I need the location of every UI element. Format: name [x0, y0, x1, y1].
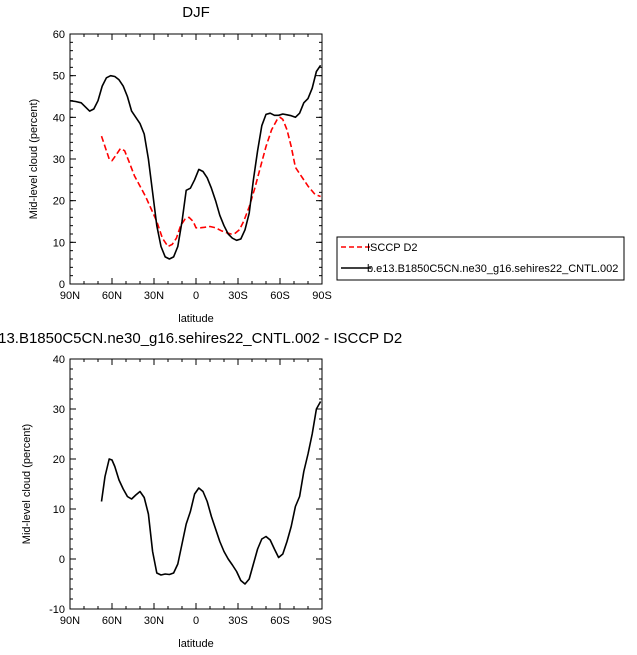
x-tick-label: 90N	[60, 290, 80, 302]
isccp-d2-line	[100, 116, 321, 248]
y-tick-label: 40	[53, 112, 65, 124]
y-tick-label: 20	[53, 454, 65, 466]
y-tick-label: -10	[49, 604, 65, 616]
axis-ticks: 90N 60N 30N 0 30S 60S 90S 0 10 20 30 40 50 60	[53, 29, 332, 302]
x-tick-label: 30N	[144, 615, 164, 627]
plot-frame	[69, 358, 323, 610]
djf-chart-panel: DJF 90N 60N 30N 0 30S 60S 90S 0 10 20 30 40 50 60 lat…	[28, 4, 625, 325]
x-tick-label: 90S	[312, 615, 332, 627]
x-tick-label: 0	[193, 290, 199, 302]
x-tick-label: 30S	[228, 615, 248, 627]
y-tick-label: 40	[53, 354, 65, 366]
y-tick-label: 10	[53, 504, 65, 516]
series-lines	[69, 64, 322, 260]
x-tick-label: 60N	[102, 615, 122, 627]
difference-chart-panel: e13.B1850C5CN.ne30_g16.sehires22_CNTL.00…	[0, 330, 402, 650]
legend-label-isccp: ISCCP D2	[367, 242, 418, 254]
series-lines	[100, 401, 322, 585]
chart-title: e13.B1850C5CN.ne30_g16.sehires22_CNTL.00…	[0, 330, 402, 347]
x-tick-label: 90S	[312, 290, 332, 302]
y-tick-label: 50	[53, 71, 65, 83]
x-tick-label: 0	[193, 615, 199, 627]
x-tick-label: 60S	[270, 615, 290, 627]
y-axis-title: Mid-level cloud (percent)	[21, 424, 33, 544]
legend-box	[336, 236, 625, 281]
x-tick-label: 90N	[60, 615, 80, 627]
y-tick-label: 30	[53, 154, 65, 166]
y-tick-label: 60	[53, 29, 65, 41]
x-axis-title: latitude	[178, 313, 213, 325]
x-axis-title: latitude	[178, 638, 213, 650]
model-line	[100, 401, 322, 585]
legend: ISCCP D2 b.e13.B1850C5CN.ne30_g16.sehire…	[336, 236, 625, 281]
y-tick-label: 0	[59, 554, 65, 566]
y-axis-title: Mid-level cloud (percent)	[28, 99, 40, 219]
y-tick-label: 10	[53, 237, 65, 249]
x-tick-label: 60S	[270, 290, 290, 302]
y-tick-label: 30	[53, 404, 65, 416]
x-tick-label: 60N	[102, 290, 122, 302]
y-tick-label: 0	[59, 279, 65, 291]
axis-ticks: 90N 60N 30N 0 30S 60S 90S -10 0 10 20 30 40	[49, 354, 332, 627]
model-line	[69, 64, 322, 260]
y-tick-label: 20	[53, 196, 65, 208]
legend-label-model: b.e13.B1850C5CN.ne30_g16.sehires22_CNTL.…	[367, 263, 618, 275]
chart-title: DJF	[182, 4, 210, 21]
x-tick-label: 30N	[144, 290, 164, 302]
x-tick-label: 30S	[228, 290, 248, 302]
plot-frame	[69, 33, 323, 285]
